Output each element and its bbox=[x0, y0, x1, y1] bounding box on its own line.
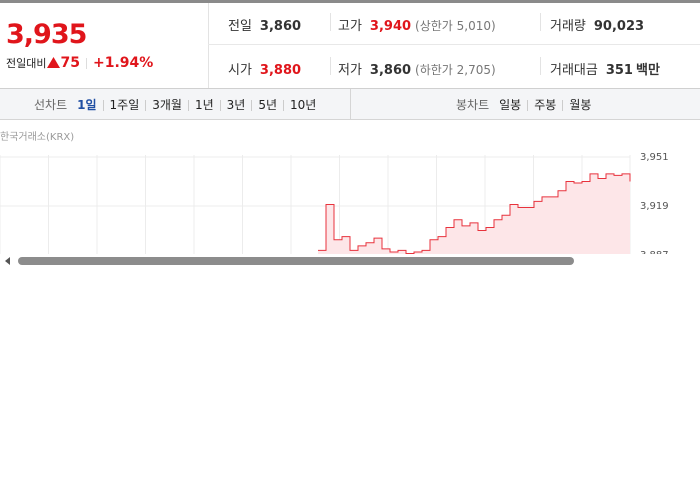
tab-separator bbox=[251, 100, 253, 111]
tab-separator bbox=[527, 100, 529, 111]
tab-group-label: 봉차트 bbox=[456, 98, 490, 112]
tab-option[interactable]: 5년 bbox=[258, 98, 278, 112]
tab-separator bbox=[562, 100, 564, 111]
tab-option[interactable]: 3년 bbox=[226, 98, 246, 112]
top-border bbox=[0, 0, 700, 3]
stat: 전일 3,860 bbox=[228, 15, 301, 34]
divider bbox=[0, 88, 700, 89]
stat-label: 거래량 bbox=[550, 19, 586, 34]
divider bbox=[330, 13, 331, 31]
data-source: 한국거래소(KRX) bbox=[0, 131, 74, 143]
tab-separator bbox=[145, 100, 147, 111]
stat: 거래량 90,023 bbox=[550, 15, 644, 34]
y-tick-label: 3,919 bbox=[640, 201, 669, 212]
tab-separator bbox=[187, 100, 189, 111]
tab-option[interactable]: 1년 bbox=[194, 98, 214, 112]
divider bbox=[330, 57, 331, 75]
divider bbox=[350, 89, 351, 119]
tab-separator bbox=[219, 100, 221, 111]
candle-chart-tabs: 봉차트 일봉 주봉 월봉 bbox=[456, 96, 591, 113]
tab-option[interactable]: 3개월 bbox=[152, 98, 182, 112]
tab-option[interactable]: 1일 bbox=[77, 98, 97, 112]
stat-value: 3,880 bbox=[259, 63, 302, 78]
y-tick-label: 3,951 bbox=[640, 152, 669, 163]
price-chart: 한국거래소(KRX) 3,951 3,919 3,887 bbox=[0, 131, 700, 268]
tab-separator bbox=[283, 100, 285, 111]
change: 75 bbox=[60, 55, 80, 71]
stat-label: 고가 bbox=[338, 19, 362, 34]
stat-unit: 백만 bbox=[635, 63, 660, 78]
divider bbox=[540, 13, 541, 31]
stat: 고가 3,940 (상한가 5,010) bbox=[338, 15, 496, 34]
line-chart-tabs: 선차트 1일 1주일 3개월 1년 3년 5년 10년 bbox=[34, 96, 316, 113]
stat-note: (상한가 5,010) bbox=[415, 19, 496, 33]
price-line bbox=[318, 173, 631, 254]
tab-group-label: 선차트 bbox=[34, 98, 68, 112]
stat-value: 3,860 bbox=[259, 19, 302, 34]
stat-label: 저가 bbox=[338, 63, 362, 78]
stat-value: 3,860 bbox=[369, 63, 412, 78]
tab-option[interactable]: 월봉 bbox=[569, 98, 592, 112]
tab-separator bbox=[102, 100, 104, 111]
tab-option[interactable]: 주봉 bbox=[534, 98, 557, 112]
change-rate: +1.94% bbox=[92, 55, 154, 71]
scrollbar-thumb[interactable] bbox=[18, 257, 574, 265]
stat-note: (하한가 2,705) bbox=[415, 63, 496, 77]
scroll-left-arrow[interactable] bbox=[5, 257, 10, 265]
stat-value: 351 bbox=[605, 63, 633, 78]
change-row: 전일대비 75 +1.94% bbox=[6, 55, 153, 71]
stat: 거래대금 351 백만 bbox=[550, 59, 660, 78]
up-icon bbox=[47, 57, 61, 68]
change-label: 전일대비 bbox=[6, 57, 47, 70]
price-area bbox=[318, 173, 630, 254]
stat-label: 전일 bbox=[228, 19, 252, 34]
y-tick-label: 3,887 bbox=[640, 250, 669, 261]
stat: 저가 3,860 (하한가 2,705) bbox=[338, 59, 496, 78]
stat-label: 시가 bbox=[228, 63, 252, 78]
stat: 시가 3,880 bbox=[228, 59, 301, 78]
tab-option[interactable]: 10년 bbox=[290, 98, 317, 112]
divider bbox=[208, 44, 700, 45]
tab-option[interactable]: 1주일 bbox=[109, 98, 140, 112]
current-price: 3,935 bbox=[6, 19, 87, 50]
tab-option[interactable]: 일봉 bbox=[499, 98, 522, 112]
stat-label: 거래대금 bbox=[550, 63, 598, 78]
stat-value: 3,940 bbox=[369, 19, 412, 34]
divider bbox=[540, 57, 541, 75]
stat-value: 90,023 bbox=[593, 19, 645, 34]
price-summary: 3,935 전일대비 75 +1.94% bbox=[0, 3, 209, 88]
